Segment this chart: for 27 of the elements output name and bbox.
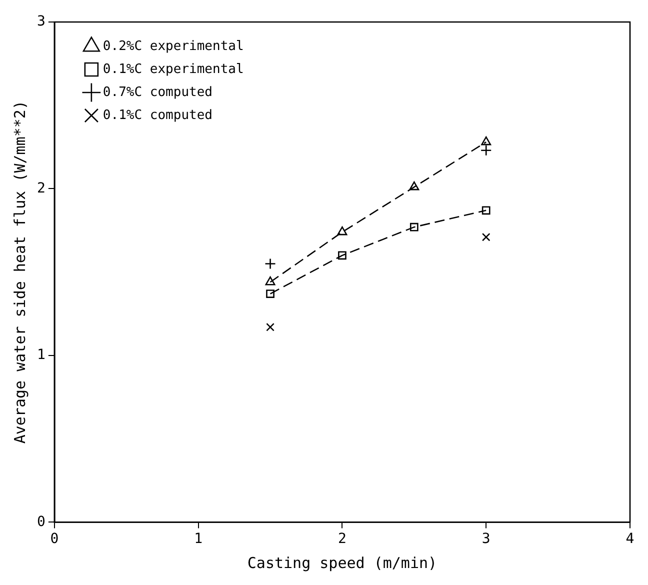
y-tick-label: 1 bbox=[36, 347, 46, 364]
point bbox=[482, 206, 490, 215]
point bbox=[410, 222, 418, 232]
legend-label: 0.2%C experimental bbox=[102, 38, 244, 54]
x-tick-label: 4 bbox=[626, 531, 634, 548]
point bbox=[338, 251, 346, 260]
y-tick-label: 3 bbox=[36, 14, 46, 30]
point bbox=[409, 181, 420, 190]
x-tick-label: 1 bbox=[194, 531, 203, 548]
point bbox=[264, 258, 276, 270]
x-tick-label: 2 bbox=[338, 531, 346, 548]
y-tick-label: 0 bbox=[36, 514, 46, 530]
y-tick-label: 2 bbox=[36, 180, 46, 196]
point bbox=[266, 322, 274, 332]
y-axis-title: Average water side heat flux (W/mm**2) bbox=[10, 100, 29, 444]
legend-label: 0.7%C computed bbox=[102, 84, 213, 100]
point bbox=[266, 290, 274, 298]
legend-label: 0.1%C experimental bbox=[102, 62, 244, 77]
point bbox=[337, 226, 348, 236]
point bbox=[480, 144, 492, 156]
x-tick-label: 3 bbox=[482, 531, 490, 548]
point bbox=[265, 276, 276, 286]
x-tick-label: 0 bbox=[50, 531, 59, 548]
x-axis-title: Casting speed (m/min) bbox=[247, 554, 438, 572]
point bbox=[481, 136, 492, 146]
point bbox=[482, 232, 490, 242]
legend-label: 0.1%C computed bbox=[102, 108, 213, 123]
